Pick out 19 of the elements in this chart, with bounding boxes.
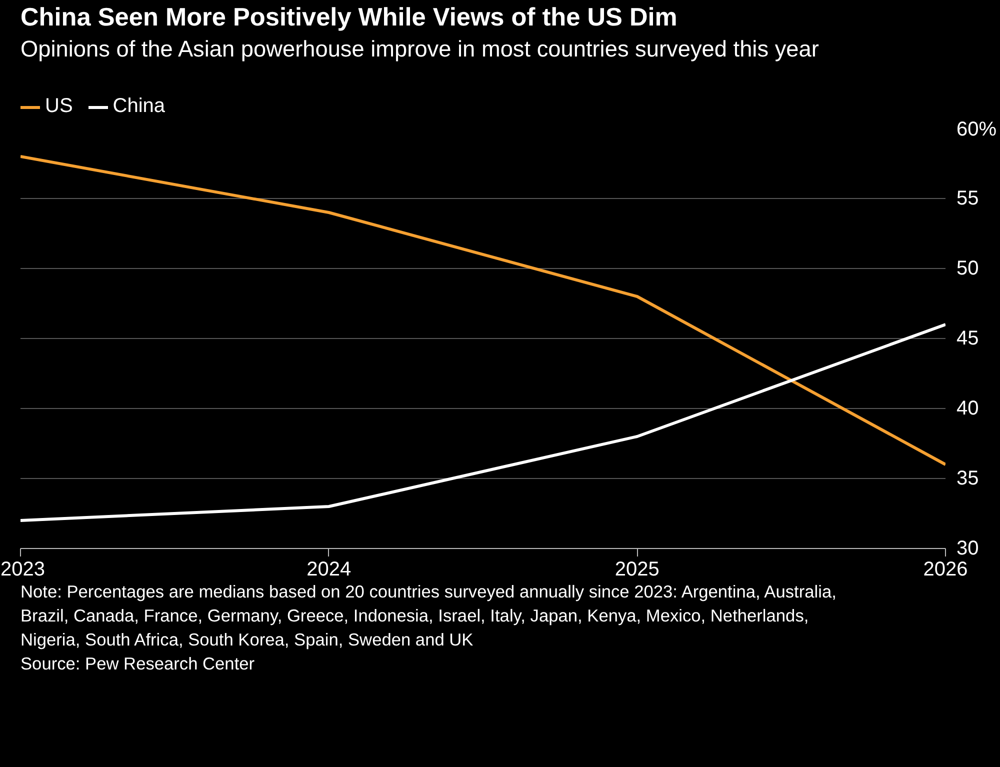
chart-subtitle: Opinions of the Asian powerhouse improve in most countries surveyed this year	[20, 36, 820, 62]
y-tick-label: 55	[956, 188, 979, 210]
line-series	[20, 155, 946, 466]
legend-label: US	[45, 95, 73, 118]
text: Note: Percentages are medians based on 20 countries surveyed annually since 2023: Argentina, Australia, Brazil, Canada, France, Germany, Greece, Indonesia, Israel, Italy, Japan, Kenya, Mexico, Netherlands, Nigeria, South Africa, South Korea, Spain, Sweden and UK	[20, 582, 836, 650]
y-tick-label: 50	[956, 258, 979, 280]
y-tick-label: 45	[956, 328, 979, 350]
x-tick-label: 2025	[614, 558, 660, 580]
chart-title: China Seen More Positively While Views of the US Dim	[20, 4, 678, 32]
line-series	[20, 323, 946, 522]
source-note: Source: Pew Research Center	[20, 654, 255, 674]
y-tick-label: 30	[956, 538, 979, 560]
legend-label: China	[112, 95, 166, 118]
y-tick-label: 35	[956, 468, 979, 490]
y-tick-label: 40	[956, 398, 979, 420]
y-tick-label: 60%	[956, 118, 997, 140]
x-tick-label: 2024	[306, 558, 352, 580]
x-tick-label: 2026	[923, 558, 968, 580]
x-tick-label: 2023	[0, 558, 45, 580]
